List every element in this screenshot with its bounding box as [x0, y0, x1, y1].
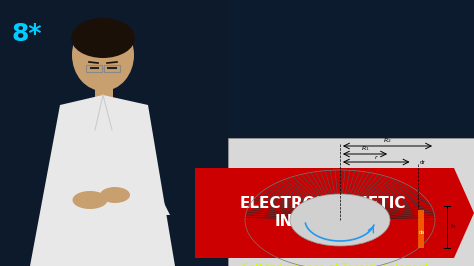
Text: 8*: 8* — [12, 22, 43, 46]
Text: $R_1$: $R_1$ — [361, 144, 369, 153]
Ellipse shape — [100, 187, 130, 203]
Text: Self Inductance of Toroid, Solenoid,
Parallel Wires, Coaxial Cylinder: Self Inductance of Toroid, Solenoid, Par… — [242, 263, 432, 266]
Polygon shape — [245, 170, 435, 220]
Polygon shape — [245, 220, 435, 248]
Polygon shape — [80, 175, 170, 215]
Ellipse shape — [73, 191, 108, 209]
Ellipse shape — [72, 19, 134, 91]
Ellipse shape — [290, 194, 390, 246]
Bar — [0, 0, 230, 266]
Bar — [418, 210, 424, 248]
Text: da: da — [419, 230, 425, 235]
Polygon shape — [195, 168, 474, 258]
Bar — [228, 138, 474, 266]
Bar — [104, 65, 120, 72]
Text: dr: dr — [420, 160, 426, 165]
Text: ELECTROMAGNETIC
INDUCTION: ELECTROMAGNETIC INDUCTION — [239, 197, 406, 230]
Polygon shape — [30, 95, 175, 266]
Text: $R_2$: $R_2$ — [383, 136, 392, 145]
Ellipse shape — [71, 18, 135, 58]
Text: $r$: $r$ — [374, 153, 379, 161]
Bar — [95, 85, 113, 105]
Polygon shape — [55, 175, 125, 210]
Bar — [86, 65, 102, 72]
Text: h: h — [450, 225, 454, 230]
